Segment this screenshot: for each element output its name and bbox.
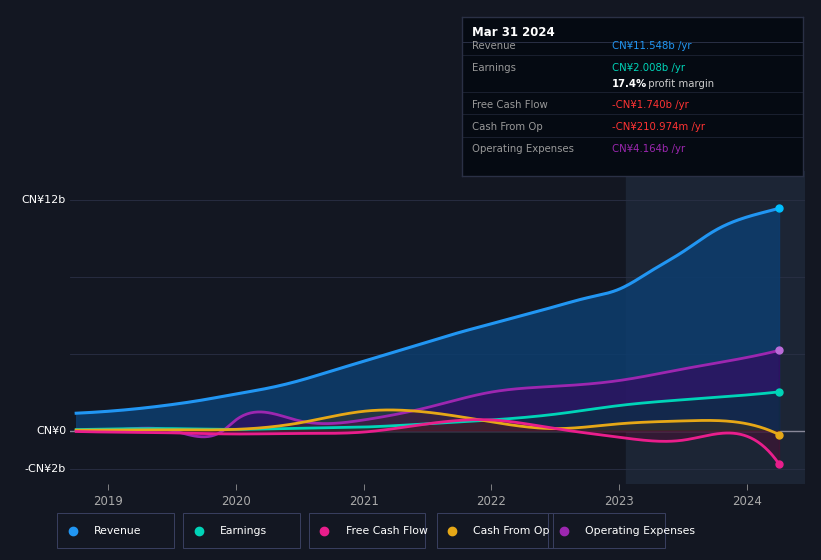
Text: Mar 31 2024: Mar 31 2024	[472, 26, 555, 39]
Text: 17.4%: 17.4%	[612, 79, 648, 89]
Text: Free Cash Flow: Free Cash Flow	[346, 526, 428, 535]
Text: CN¥11.548b /yr: CN¥11.548b /yr	[612, 41, 691, 51]
Text: CN¥2.008b /yr: CN¥2.008b /yr	[612, 63, 686, 73]
Text: Earnings: Earnings	[220, 526, 267, 535]
Bar	[626, 171, 821, 484]
Text: Free Cash Flow: Free Cash Flow	[472, 100, 548, 110]
Text: Revenue: Revenue	[94, 526, 142, 535]
Text: Earnings: Earnings	[472, 63, 516, 73]
Text: -CN¥2b: -CN¥2b	[25, 464, 67, 474]
Text: Cash From Op: Cash From Op	[474, 526, 550, 535]
Text: Operating Expenses: Operating Expenses	[472, 144, 575, 155]
Text: Operating Expenses: Operating Expenses	[585, 526, 695, 535]
Text: CN¥0: CN¥0	[36, 426, 67, 436]
Text: -CN¥210.974m /yr: -CN¥210.974m /yr	[612, 122, 705, 132]
Text: Cash From Op: Cash From Op	[472, 122, 544, 132]
Text: CN¥4.164b /yr: CN¥4.164b /yr	[612, 144, 686, 155]
Text: -CN¥1.740b /yr: -CN¥1.740b /yr	[612, 100, 689, 110]
Text: Revenue: Revenue	[472, 41, 516, 51]
Text: profit margin: profit margin	[644, 79, 713, 89]
Text: CN¥12b: CN¥12b	[22, 195, 67, 204]
